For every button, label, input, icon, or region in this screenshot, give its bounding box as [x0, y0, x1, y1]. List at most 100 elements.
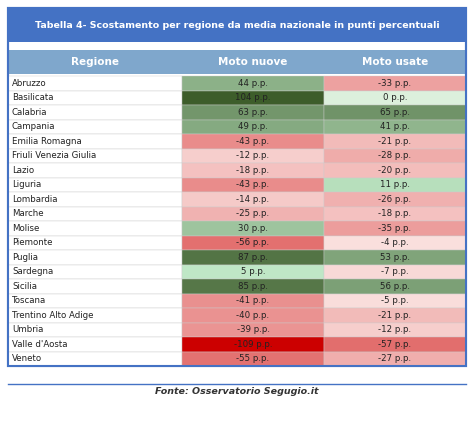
Text: -21 p.p.: -21 p.p. — [378, 137, 411, 146]
Text: Lazio: Lazio — [12, 166, 34, 175]
Bar — [8, 8, 466, 42]
Text: Calabria: Calabria — [12, 108, 47, 117]
Text: Emilia Romagna: Emilia Romagna — [12, 137, 82, 146]
Text: -33 p.p.: -33 p.p. — [378, 79, 411, 88]
Bar — [182, 351, 324, 366]
Text: -20 p.p.: -20 p.p. — [378, 166, 411, 175]
Text: 104 p.p.: 104 p.p. — [235, 93, 271, 102]
Text: Marche: Marche — [12, 209, 44, 218]
Text: Trentino Alto Adige: Trentino Alto Adige — [12, 311, 93, 320]
Bar — [8, 279, 182, 294]
Text: -7 p.p.: -7 p.p. — [381, 267, 409, 276]
Bar — [182, 279, 324, 294]
Bar — [324, 265, 466, 279]
Text: Umbria: Umbria — [12, 325, 44, 334]
Text: Valle d'Aosta: Valle d'Aosta — [12, 340, 67, 349]
Text: 44 p.p.: 44 p.p. — [238, 79, 268, 88]
Text: -4 p.p.: -4 p.p. — [381, 238, 409, 247]
Text: Moto usate: Moto usate — [362, 57, 428, 67]
Bar — [8, 221, 182, 236]
Bar — [8, 265, 182, 279]
Bar — [324, 294, 466, 308]
Bar — [8, 178, 182, 192]
Bar — [324, 76, 466, 90]
Bar — [8, 322, 182, 337]
Bar — [8, 207, 182, 221]
Text: -43 p.p.: -43 p.p. — [237, 137, 270, 146]
Text: -18 p.p.: -18 p.p. — [237, 166, 270, 175]
Text: -5 p.p.: -5 p.p. — [381, 296, 409, 305]
Bar — [8, 8, 466, 366]
Text: Fonte: Osservatorio Segugio.it: Fonte: Osservatorio Segugio.it — [155, 387, 319, 396]
Bar — [8, 76, 182, 90]
Text: Piemonte: Piemonte — [12, 238, 53, 247]
Bar — [324, 149, 466, 163]
Text: Campania: Campania — [12, 122, 55, 131]
Bar — [324, 337, 466, 351]
Bar — [182, 221, 324, 236]
Text: Puglia: Puglia — [12, 253, 38, 262]
Text: 63 p.p.: 63 p.p. — [238, 108, 268, 117]
Bar — [182, 265, 324, 279]
Text: -55 p.p.: -55 p.p. — [237, 354, 270, 363]
Bar — [8, 8, 466, 366]
Bar — [182, 105, 324, 120]
Bar — [182, 294, 324, 308]
Bar — [324, 120, 466, 134]
Bar — [324, 134, 466, 149]
Text: -26 p.p.: -26 p.p. — [378, 195, 411, 204]
Text: Regione: Regione — [71, 57, 119, 67]
Text: -14 p.p.: -14 p.p. — [237, 195, 270, 204]
Bar — [324, 105, 466, 120]
Text: Friuli Venezia Giulia: Friuli Venezia Giulia — [12, 151, 96, 160]
Text: -57 p.p.: -57 p.p. — [378, 340, 411, 349]
Bar — [8, 163, 182, 178]
Bar — [182, 192, 324, 207]
Bar — [8, 294, 182, 308]
Text: 30 p.p.: 30 p.p. — [238, 224, 268, 233]
Text: 85 p.p.: 85 p.p. — [238, 282, 268, 291]
Bar — [324, 351, 466, 366]
Bar — [8, 90, 182, 105]
Text: 11 p.p.: 11 p.p. — [380, 180, 410, 189]
Bar — [182, 76, 324, 90]
Bar — [324, 250, 466, 265]
Bar — [182, 322, 324, 337]
Bar — [324, 90, 466, 105]
Text: 49 p.p.: 49 p.p. — [238, 122, 268, 131]
Text: 0 p.p.: 0 p.p. — [383, 93, 407, 102]
Text: 53 p.p.: 53 p.p. — [380, 253, 410, 262]
Text: -12 p.p.: -12 p.p. — [378, 325, 411, 334]
Text: Liguria: Liguria — [12, 180, 41, 189]
Bar — [324, 308, 466, 322]
Text: Tabella 4- Scostamento per regione da media nazionale in punti percentuali: Tabella 4- Scostamento per regione da me… — [35, 20, 439, 29]
Bar — [8, 50, 466, 74]
Text: -39 p.p.: -39 p.p. — [237, 325, 270, 334]
Text: Sardegna: Sardegna — [12, 267, 53, 276]
Text: -41 p.p.: -41 p.p. — [237, 296, 270, 305]
Text: 65 p.p.: 65 p.p. — [380, 108, 410, 117]
Text: -12 p.p.: -12 p.p. — [237, 151, 270, 160]
Bar — [8, 134, 182, 149]
Bar — [182, 90, 324, 105]
Bar — [324, 178, 466, 192]
Bar — [324, 322, 466, 337]
Bar — [182, 308, 324, 322]
Text: -27 p.p.: -27 p.p. — [378, 354, 411, 363]
Bar — [8, 250, 182, 265]
Text: Toscana: Toscana — [12, 296, 46, 305]
Bar — [182, 149, 324, 163]
Bar — [182, 178, 324, 192]
Text: 41 p.p.: 41 p.p. — [380, 122, 410, 131]
Text: Moto nuove: Moto nuove — [219, 57, 288, 67]
Text: -25 p.p.: -25 p.p. — [237, 209, 270, 218]
Bar — [324, 279, 466, 294]
Text: -35 p.p.: -35 p.p. — [378, 224, 411, 233]
Text: 87 p.p.: 87 p.p. — [238, 253, 268, 262]
Bar — [182, 134, 324, 149]
Text: Veneto: Veneto — [12, 354, 42, 363]
Bar — [324, 236, 466, 250]
Bar — [8, 308, 182, 322]
Bar — [182, 207, 324, 221]
Text: -109 p.p.: -109 p.p. — [234, 340, 272, 349]
